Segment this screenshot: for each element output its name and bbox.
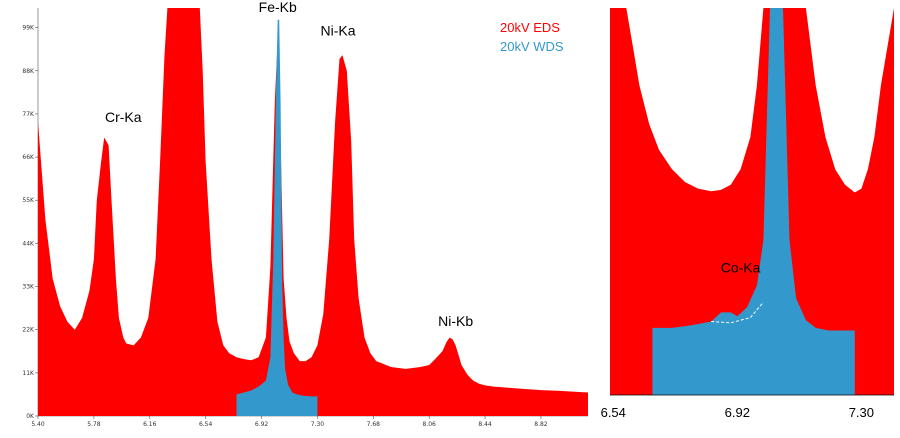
y-tick-label: 55K — [22, 197, 35, 204]
x-tick-label: 6.16 — [143, 421, 157, 428]
y-tick-label: 0K — [26, 413, 35, 420]
legend: 20kV EDS 20kV WDS — [500, 20, 564, 54]
x-tick-label: 8.82 — [534, 421, 548, 428]
y-tick-label: 33K — [22, 284, 35, 291]
y-tick-label: 22K — [22, 327, 35, 334]
peak-label-fe-kb: Fe-Kb — [259, 0, 297, 15]
series-area-20kv-wds — [652, 8, 855, 395]
y-tick-label: 44K — [22, 240, 35, 247]
y-tick-label: 66K — [22, 154, 35, 161]
x-tick-label: 7.30 — [311, 421, 325, 428]
main-annotation-layer: Cr-Ka Fe-Kb Ni-Ka Ni-Kb — [105, 0, 473, 329]
x-tick-label: 6.92 — [725, 405, 750, 420]
main-spectrum-chart: 5.40 5.78 6.16 6.54 6.92 7.30 7.68 8.06 8.44 8.82… — [22, 0, 588, 428]
peak-label-co-ka: Co-Ka — [721, 259, 761, 275]
legend-entry-wds: 20kV WDS — [500, 39, 564, 54]
x-tick-label: 5.40 — [31, 421, 45, 428]
x-tick-label: 7.68 — [367, 421, 381, 428]
peak-label-ni-kb: Ni-Kb — [438, 313, 473, 329]
main-area-layer — [38, 8, 588, 417]
inset-area-layer — [610, 8, 894, 395]
x-tick-label: 6.92 — [255, 421, 269, 428]
inset-spectrum-chart: 6.54 6.92 7.30 Co-Ka — [601, 8, 894, 420]
inset-annotation-layer: Co-Ka — [721, 259, 761, 275]
peak-label-cr-ka: Cr-Ka — [105, 109, 142, 125]
x-tick-label: 6.54 — [199, 421, 213, 428]
x-tick-label: 5.78 — [87, 421, 101, 428]
x-tick-label: 6.54 — [601, 405, 626, 420]
x-tick-label: 7.30 — [849, 405, 874, 420]
y-tick-label: 77K — [22, 111, 35, 118]
inset-dashed-baseline — [711, 301, 764, 324]
y-tick-label: 88K — [22, 68, 35, 75]
series-area-20kv-wds — [236, 19, 318, 417]
inset-tick-layer: 6.54 6.92 7.30 — [601, 405, 874, 420]
main-tick-layer: 5.40 5.78 6.16 6.54 6.92 7.30 7.68 8.06 8.44 8.82… — [22, 25, 547, 428]
legend-entry-eds: 20kV EDS — [500, 20, 560, 35]
y-tick-label: 11K — [22, 370, 35, 377]
x-tick-label: 8.44 — [478, 421, 492, 428]
y-tick-label: 99K — [22, 25, 35, 32]
peak-label-ni-ka: Ni-Ka — [320, 22, 355, 38]
series-area-20kv-eds — [38, 8, 588, 416]
x-tick-label: 8.06 — [422, 421, 436, 428]
series-area-20kv-eds — [610, 8, 894, 395]
